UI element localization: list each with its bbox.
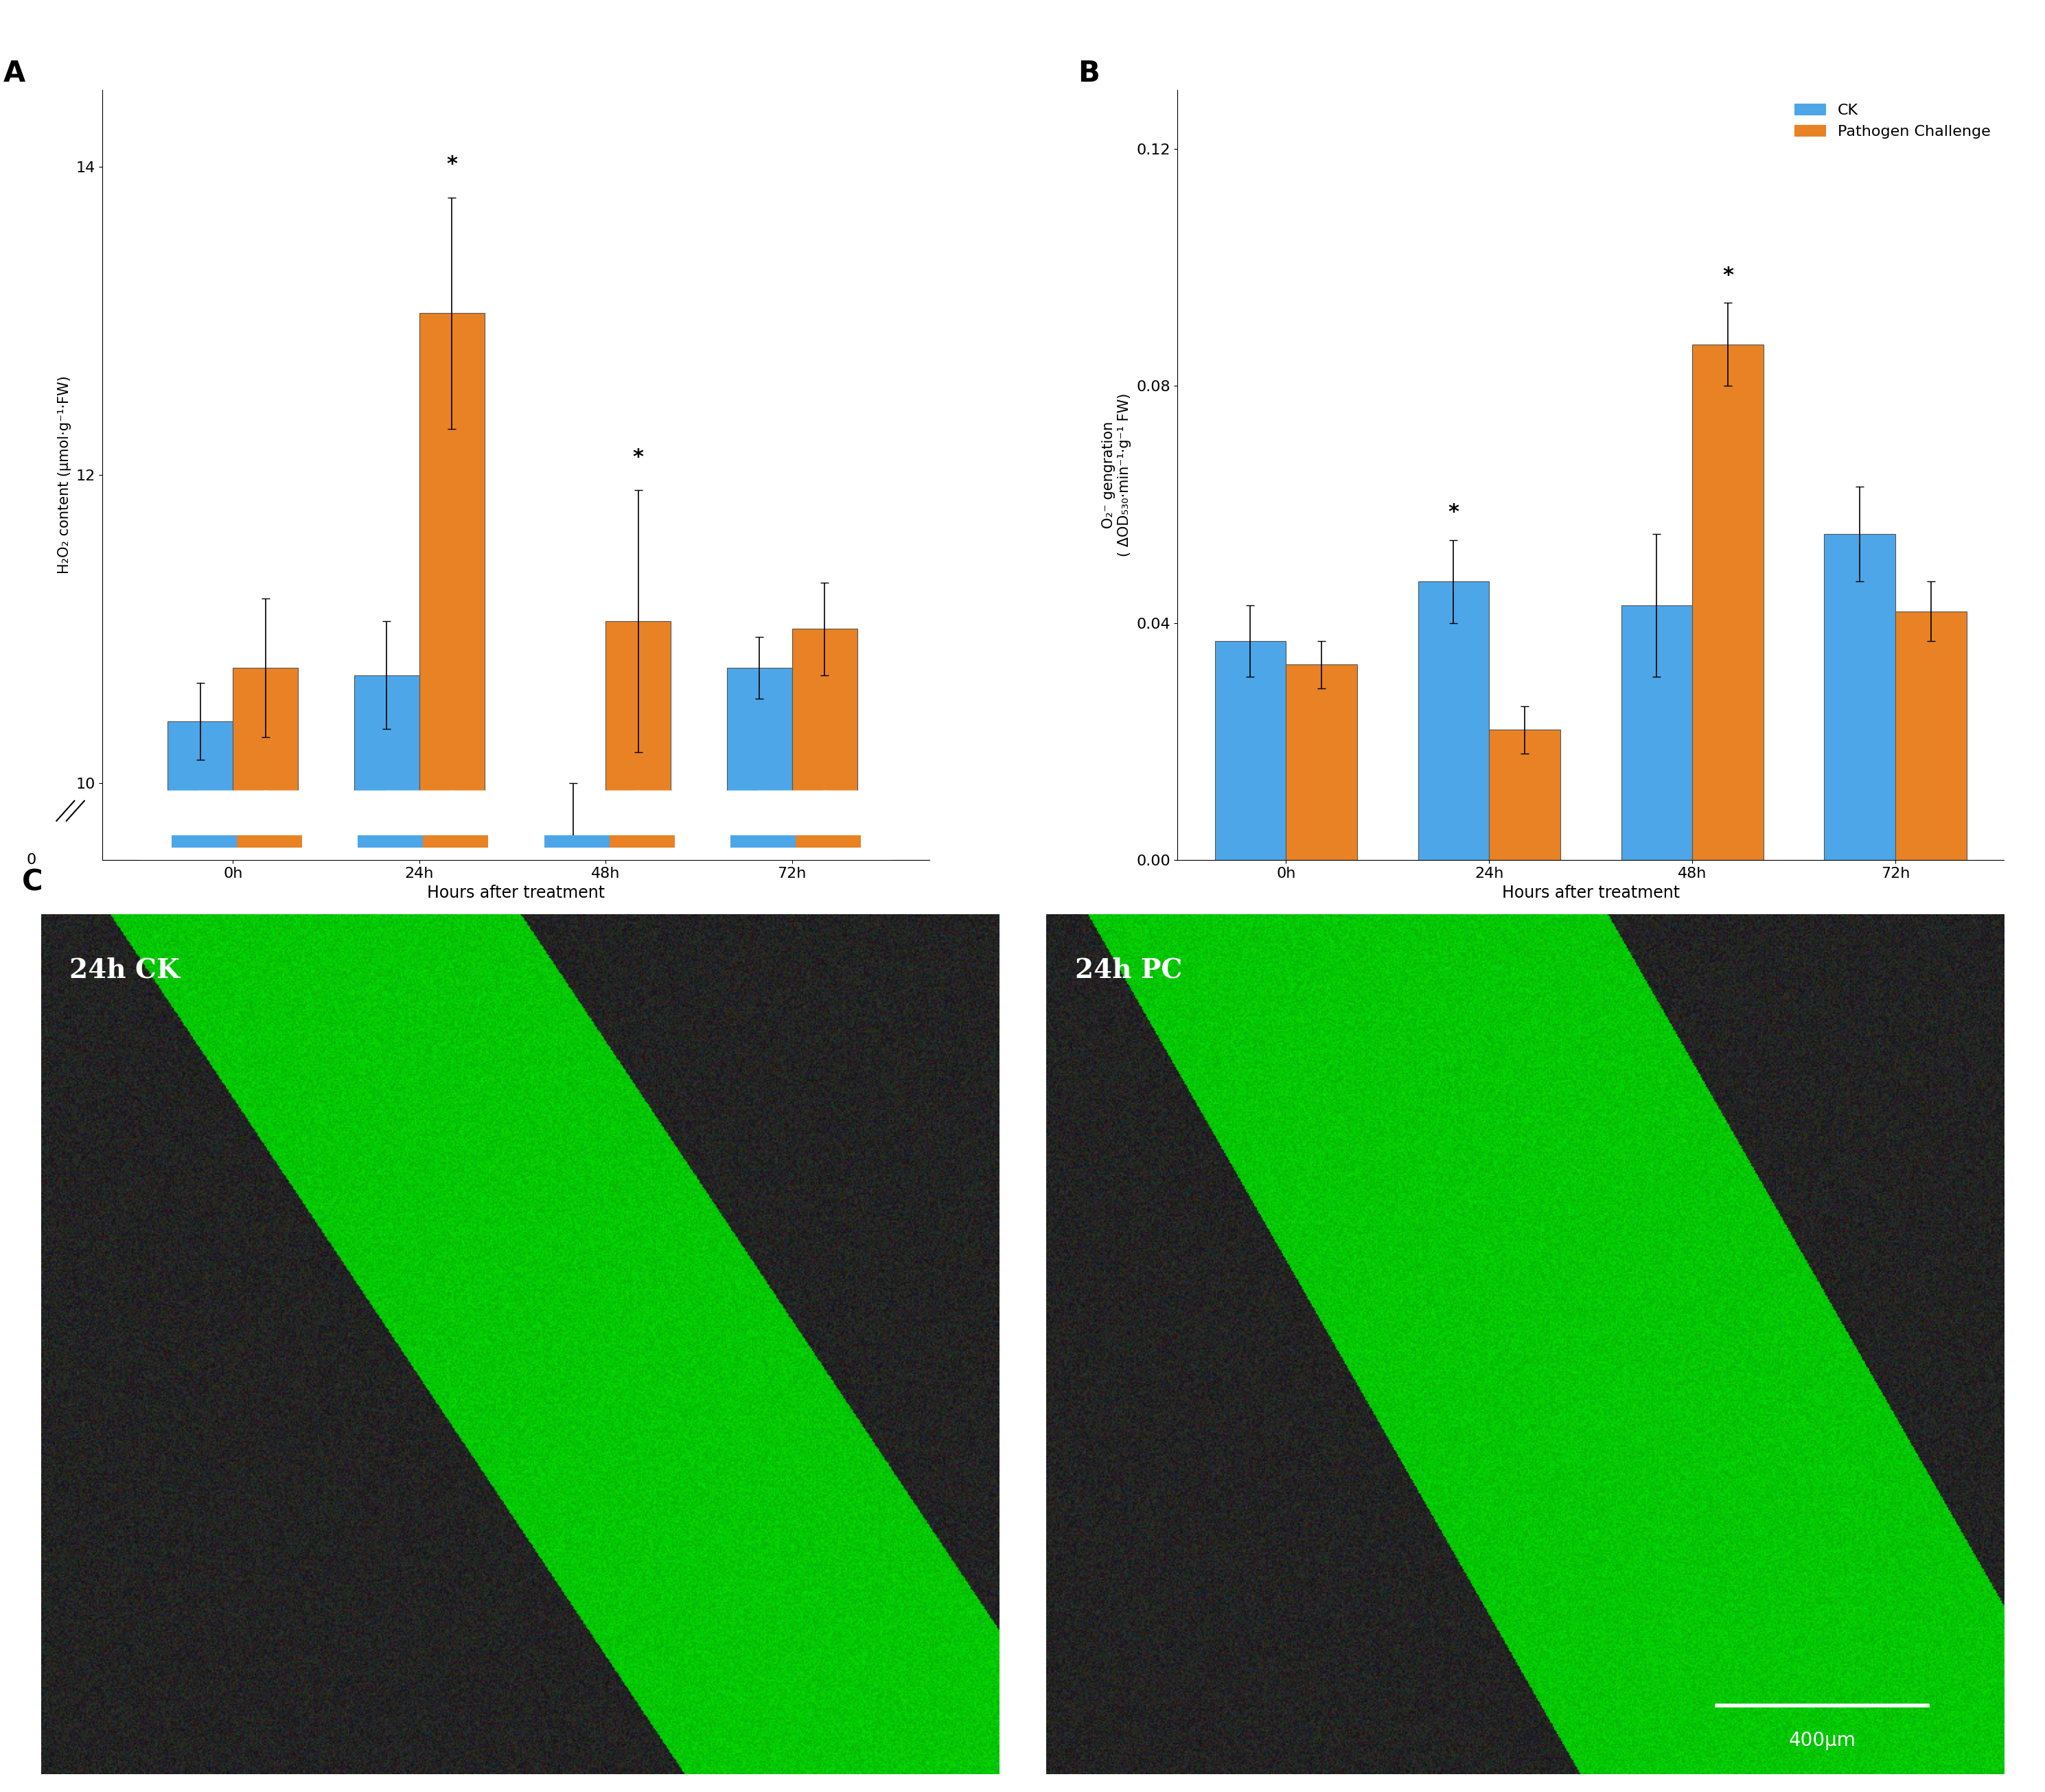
Y-axis label: H₂O₂ content (μmol·g⁻¹·FW): H₂O₂ content (μmol·g⁻¹·FW): [57, 376, 72, 573]
X-axis label: Hours after treatment: Hours after treatment: [1501, 885, 1679, 901]
Bar: [1215, 642, 1286, 860]
Bar: [168, 722, 233, 1792]
Bar: [1896, 611, 1967, 860]
Text: C: C: [22, 867, 43, 896]
Bar: [233, 668, 299, 1792]
Text: 24h CK: 24h CK: [70, 957, 180, 984]
Bar: [264, 790, 333, 860]
Bar: [198, 790, 268, 860]
Text: *: *: [632, 448, 644, 468]
Legend: CK, Pathogen Challenge: CK, Pathogen Challenge: [1789, 97, 1996, 145]
Bar: [544, 835, 609, 848]
Bar: [730, 835, 796, 848]
Text: 24h PC: 24h PC: [1076, 957, 1182, 984]
Bar: [609, 835, 675, 848]
Text: 0: 0: [27, 853, 37, 867]
Bar: [1693, 344, 1763, 860]
Bar: [1417, 582, 1489, 860]
Text: B: B: [1078, 59, 1100, 88]
Text: *: *: [1722, 265, 1734, 285]
Bar: [450, 790, 519, 860]
Bar: [419, 314, 485, 1792]
Text: 400μm: 400μm: [1789, 1731, 1855, 1751]
Bar: [172, 835, 237, 848]
Bar: [1286, 665, 1358, 860]
Bar: [726, 668, 791, 1792]
Bar: [384, 790, 454, 860]
Bar: [139, 790, 885, 860]
Bar: [237, 835, 303, 848]
Text: *: *: [1448, 502, 1458, 521]
Bar: [796, 835, 861, 848]
Bar: [636, 790, 706, 860]
X-axis label: Hours after treatment: Hours after treatment: [427, 885, 605, 901]
Bar: [571, 790, 640, 860]
Bar: [822, 790, 892, 860]
Bar: [1489, 729, 1560, 860]
Bar: [423, 835, 489, 848]
Bar: [757, 790, 826, 860]
Bar: [540, 814, 605, 1792]
Text: A: A: [2, 59, 25, 88]
Y-axis label: O₂⁻ gengration
( ΔOD₅₃₀·min⁻¹·g⁻¹ FW): O₂⁻ gengration ( ΔOD₅₃₀·min⁻¹·g⁻¹ FW): [1102, 392, 1131, 557]
Bar: [1824, 534, 1896, 860]
Bar: [354, 676, 419, 1792]
Bar: [605, 622, 671, 1792]
Text: *: *: [446, 154, 458, 174]
Bar: [791, 629, 857, 1792]
Bar: [358, 835, 423, 848]
Bar: [1622, 606, 1693, 860]
